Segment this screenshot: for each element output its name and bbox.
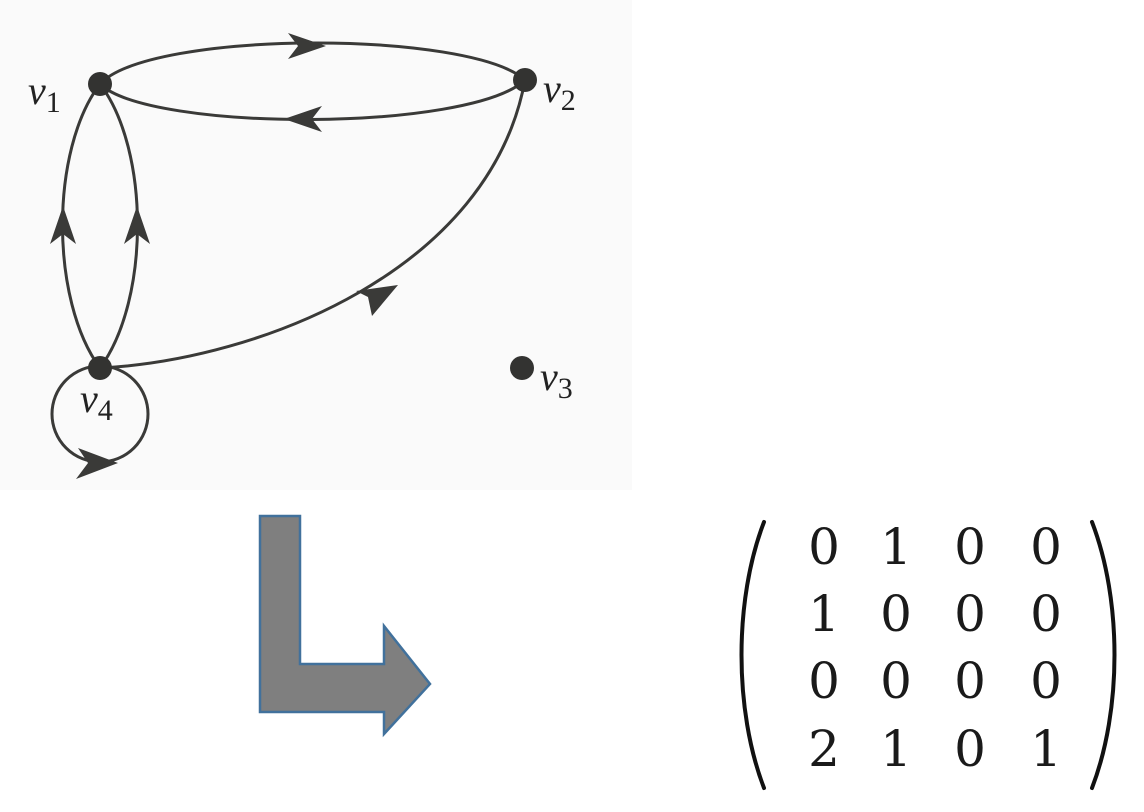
matrix-cells: 0 1 0 01 0 0 00 0 0 02 1 0 1 [808,518,1062,778]
matrix-right-paren [1090,520,1117,790]
arrowhead-v2-v1 [284,106,322,132]
bent-right-arrow-icon [258,514,432,738]
matrix-cell-r4-c4: 1 [1030,720,1062,778]
matrix-cell-r4-c3: 0 [954,720,986,778]
directed-graph: v1 v2 v3 v4 [28,33,576,479]
matrix-cell-r1-c1: 0 [808,518,840,576]
matrix-cell-r1-c3: 0 [954,518,986,576]
vertex-label-v4: v4 [80,376,113,427]
vertex-v1 [88,72,112,96]
vertex-v2 [513,68,537,92]
matrix-cell-r1-c2: 1 [880,518,912,576]
vertex-label-v3: v3 [540,354,573,405]
adjacency-matrix: 0 1 0 01 0 0 00 0 0 02 1 0 1 [739,518,1117,790]
arrowhead-v1-v2 [288,33,326,59]
matrix-cell-r3-c4: 0 [1030,652,1062,710]
vertex-label-v2: v2 [543,66,576,117]
matrix-cell-r4-c1: 2 [808,720,840,778]
arrowhead-v4-v1-left [50,206,76,244]
matrix-cell-r2-c3: 0 [954,585,986,643]
matrix-cell-r3-c1: 0 [808,652,840,710]
matrix-cell-r1-c4: 0 [1030,518,1062,576]
directed-graph-panel: v1 v2 v3 v4 [0,0,632,490]
matrix-left-paren [739,520,766,790]
arrowhead-v4-v1-right [124,206,150,244]
matrix-cell-r2-c4: 0 [1030,585,1062,643]
arrowhead-v4-loop [76,448,118,479]
matrix-cell-r2-c2: 0 [880,585,912,643]
arrowhead-v4-v2 [356,285,398,316]
vertex-v4 [88,356,112,380]
vertex-label-v1: v1 [28,68,61,119]
matrix-cell-r4-c2: 1 [880,720,912,778]
vertex-v3 [510,356,534,380]
matrix-cell-r3-c2: 0 [880,652,912,710]
matrix-cell-r2-c1: 1 [808,585,840,643]
matrix-cell-r3-c3: 0 [954,652,986,710]
